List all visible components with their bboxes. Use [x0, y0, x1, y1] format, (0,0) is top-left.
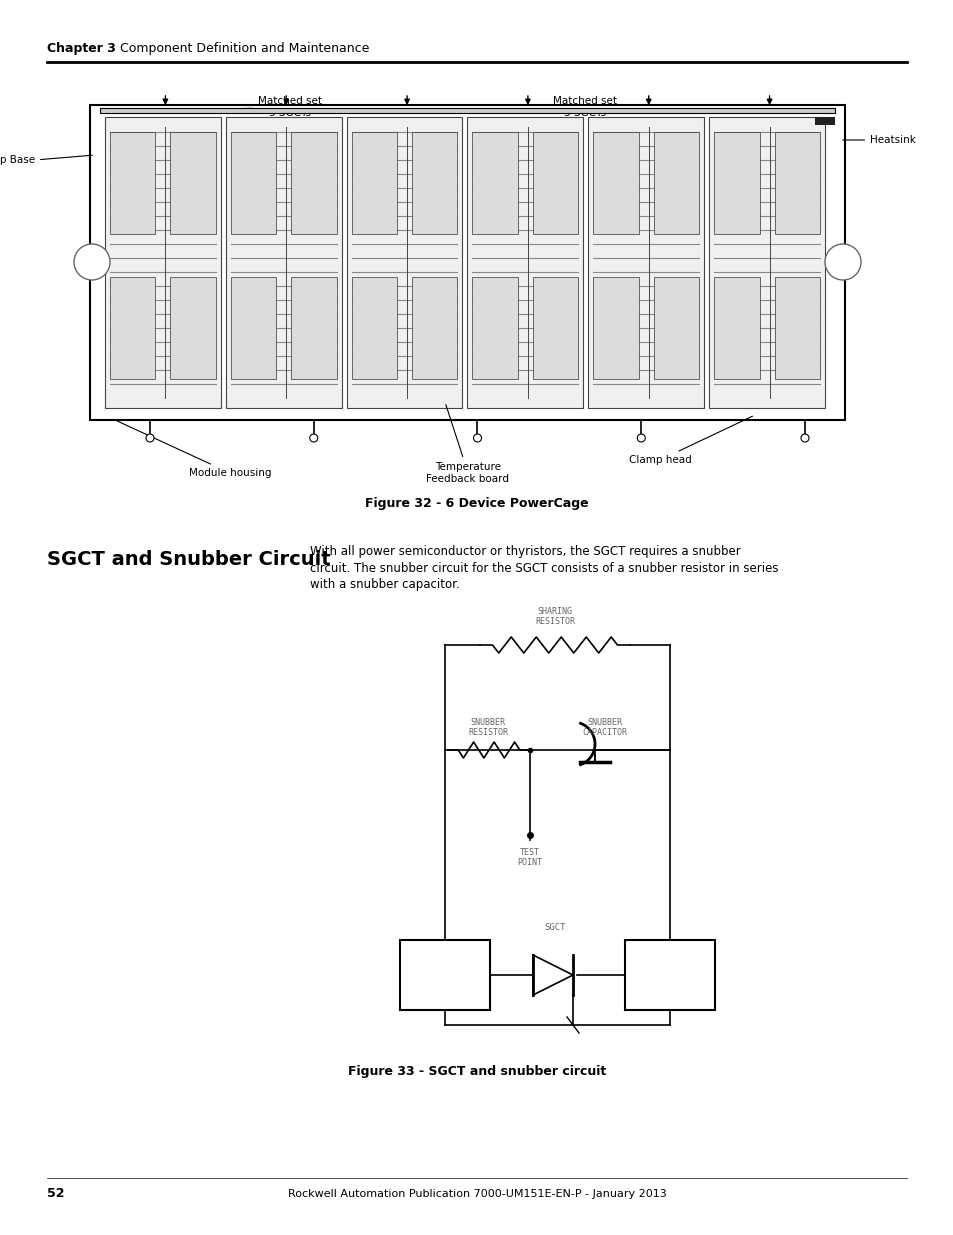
Text: SNUBBER
RESISTOR: SNUBBER RESISTOR — [468, 718, 507, 737]
Circle shape — [637, 433, 644, 442]
Bar — [90, 105, 844, 420]
Bar — [472, 132, 517, 233]
Bar — [533, 277, 578, 379]
Text: HEAT
SINK: HEAT SINK — [434, 966, 456, 984]
Bar — [714, 132, 759, 233]
Text: Matched set
3 SGCTs: Matched set 3 SGCTs — [193, 96, 322, 119]
Text: SGCT: SGCT — [543, 923, 565, 932]
Text: Temperature
Feedback board: Temperature Feedback board — [426, 405, 509, 484]
Bar — [412, 132, 457, 233]
Text: SHARING
RESISTOR: SHARING RESISTOR — [535, 606, 575, 626]
Bar — [653, 277, 699, 379]
Text: Heatsink: Heatsink — [841, 135, 915, 144]
Text: 52: 52 — [47, 1187, 65, 1200]
Bar — [814, 117, 834, 125]
Bar — [774, 132, 820, 233]
Text: with a snubber capacitor.: with a snubber capacitor. — [310, 578, 459, 592]
Bar — [593, 132, 639, 233]
Text: Figure 33 - SGCT and snubber circuit: Figure 33 - SGCT and snubber circuit — [348, 1065, 605, 1078]
Bar — [352, 132, 396, 233]
Bar — [291, 277, 336, 379]
Bar — [708, 117, 824, 408]
Bar — [593, 277, 639, 379]
Bar — [110, 132, 155, 233]
Text: Clamp Base: Clamp Base — [0, 156, 92, 165]
Bar — [226, 117, 341, 408]
Bar — [653, 132, 699, 233]
Text: TEST
POINT: TEST POINT — [517, 848, 542, 867]
Bar — [231, 132, 276, 233]
Circle shape — [146, 433, 153, 442]
Bar — [352, 277, 396, 379]
Text: circuit. The snubber circuit for the SGCT consists of a snubber resistor in seri: circuit. The snubber circuit for the SGC… — [310, 562, 778, 576]
Text: SNUBBER
CAPACITOR: SNUBBER CAPACITOR — [582, 718, 627, 737]
Bar — [346, 117, 462, 408]
Circle shape — [310, 433, 317, 442]
Circle shape — [74, 245, 110, 280]
Circle shape — [473, 433, 481, 442]
Bar — [472, 277, 517, 379]
Circle shape — [824, 245, 861, 280]
Text: Clamp head: Clamp head — [628, 416, 752, 466]
Bar — [171, 132, 215, 233]
Bar — [774, 277, 820, 379]
Bar — [624, 940, 714, 1010]
Bar — [105, 117, 220, 408]
Text: Rockwell Automation Publication 7000-UM151E-EN-P - January 2013: Rockwell Automation Publication 7000-UM1… — [287, 1189, 666, 1199]
Bar — [231, 277, 276, 379]
Text: Component Definition and Maintenance: Component Definition and Maintenance — [120, 42, 369, 56]
Bar — [100, 107, 834, 112]
Bar — [110, 277, 155, 379]
Circle shape — [801, 433, 808, 442]
Bar — [291, 132, 336, 233]
Bar — [588, 117, 703, 408]
Text: HEAT
SINK: HEAT SINK — [659, 966, 680, 984]
Text: Module housing: Module housing — [117, 421, 271, 478]
Bar — [467, 117, 582, 408]
Text: SGCT and Snubber Circuit: SGCT and Snubber Circuit — [47, 550, 331, 569]
Bar — [533, 132, 578, 233]
Text: Matched set
3 SGCTs: Matched set 3 SGCTs — [550, 96, 617, 119]
Text: With all power semiconductor or thyristors, the SGCT requires a snubber: With all power semiconductor or thyristo… — [310, 545, 740, 558]
Text: Figure 32 - 6 Device PowerCage: Figure 32 - 6 Device PowerCage — [365, 496, 588, 510]
Bar — [412, 277, 457, 379]
Text: Chapter 3: Chapter 3 — [47, 42, 115, 56]
Bar — [399, 940, 490, 1010]
Bar — [171, 277, 215, 379]
Bar — [714, 277, 759, 379]
